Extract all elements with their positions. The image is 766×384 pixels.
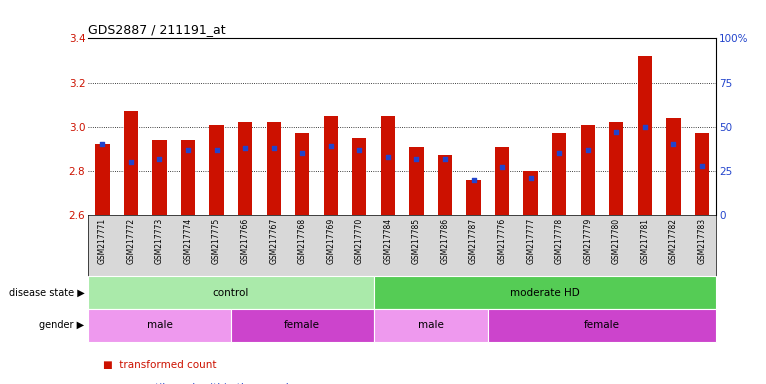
Point — [553, 150, 565, 156]
Text: GSM217772: GSM217772 — [126, 218, 136, 264]
Point — [97, 141, 109, 147]
Text: GSM217782: GSM217782 — [669, 218, 678, 264]
Text: gender ▶: gender ▶ — [39, 320, 84, 331]
Point — [467, 177, 480, 183]
Bar — [495, 147, 509, 215]
Text: GSM217770: GSM217770 — [355, 218, 364, 264]
Bar — [209, 124, 224, 215]
Text: GSM217776: GSM217776 — [498, 218, 506, 264]
Bar — [88, 309, 231, 342]
Point — [581, 147, 594, 153]
Text: GSM217768: GSM217768 — [298, 218, 306, 264]
Point — [381, 154, 394, 160]
Bar — [438, 156, 452, 215]
Point — [611, 129, 623, 135]
Point — [296, 150, 309, 156]
Text: disease state ▶: disease state ▶ — [8, 288, 84, 298]
Text: GSM217769: GSM217769 — [326, 218, 336, 264]
Text: ■  percentile rank within the sample: ■ percentile rank within the sample — [103, 383, 296, 384]
Point — [696, 162, 708, 169]
Bar — [523, 171, 538, 215]
Point — [667, 141, 679, 147]
Bar — [466, 180, 481, 215]
Text: GSM217784: GSM217784 — [383, 218, 392, 264]
Point — [325, 143, 337, 149]
Bar — [231, 309, 374, 342]
Text: GSM217771: GSM217771 — [98, 218, 107, 264]
Bar — [323, 116, 338, 215]
Point — [211, 147, 223, 153]
Text: GSM217767: GSM217767 — [269, 218, 278, 264]
Bar — [295, 133, 309, 215]
Point — [153, 156, 165, 162]
Bar — [488, 309, 716, 342]
Bar — [374, 276, 716, 309]
Bar — [352, 138, 366, 215]
Bar — [381, 116, 395, 215]
Bar — [609, 122, 624, 215]
Bar — [581, 124, 595, 215]
Text: male: male — [417, 320, 444, 331]
Point — [439, 156, 451, 162]
Bar — [181, 140, 195, 215]
Bar — [95, 144, 110, 215]
Bar — [552, 133, 566, 215]
Text: GSM217783: GSM217783 — [697, 218, 706, 264]
Text: GSM217774: GSM217774 — [184, 218, 192, 264]
Bar — [374, 309, 488, 342]
Bar — [638, 56, 652, 215]
Text: GSM217766: GSM217766 — [241, 218, 250, 264]
Bar — [124, 111, 138, 215]
Text: female: female — [284, 320, 320, 331]
Text: GSM217775: GSM217775 — [212, 218, 221, 264]
Point — [267, 145, 280, 151]
Point — [125, 159, 137, 165]
Text: GSM217780: GSM217780 — [612, 218, 620, 264]
Bar — [238, 122, 252, 215]
Text: GSM217786: GSM217786 — [440, 218, 450, 264]
Text: GSM217773: GSM217773 — [155, 218, 164, 264]
Text: GSM217781: GSM217781 — [640, 218, 650, 264]
Text: female: female — [584, 320, 620, 331]
Bar — [152, 140, 167, 215]
Bar — [267, 122, 281, 215]
Text: GSM217778: GSM217778 — [555, 218, 564, 264]
Point — [353, 147, 365, 153]
Bar — [666, 118, 680, 215]
Text: GSM217785: GSM217785 — [412, 218, 421, 264]
Text: male: male — [146, 320, 172, 331]
Text: GSM217779: GSM217779 — [583, 218, 592, 264]
Bar — [88, 276, 374, 309]
Text: GSM217777: GSM217777 — [526, 218, 535, 264]
Point — [525, 175, 537, 181]
Text: ■  transformed count: ■ transformed count — [103, 360, 217, 370]
Point — [182, 147, 194, 153]
Point — [639, 124, 651, 130]
Point — [411, 156, 423, 162]
Text: control: control — [213, 288, 249, 298]
Text: moderate HD: moderate HD — [510, 288, 580, 298]
Point — [239, 145, 251, 151]
Text: GSM217787: GSM217787 — [469, 218, 478, 264]
Point — [496, 164, 508, 170]
Bar — [695, 133, 709, 215]
Bar — [409, 147, 424, 215]
Text: GDS2887 / 211191_at: GDS2887 / 211191_at — [88, 23, 226, 36]
